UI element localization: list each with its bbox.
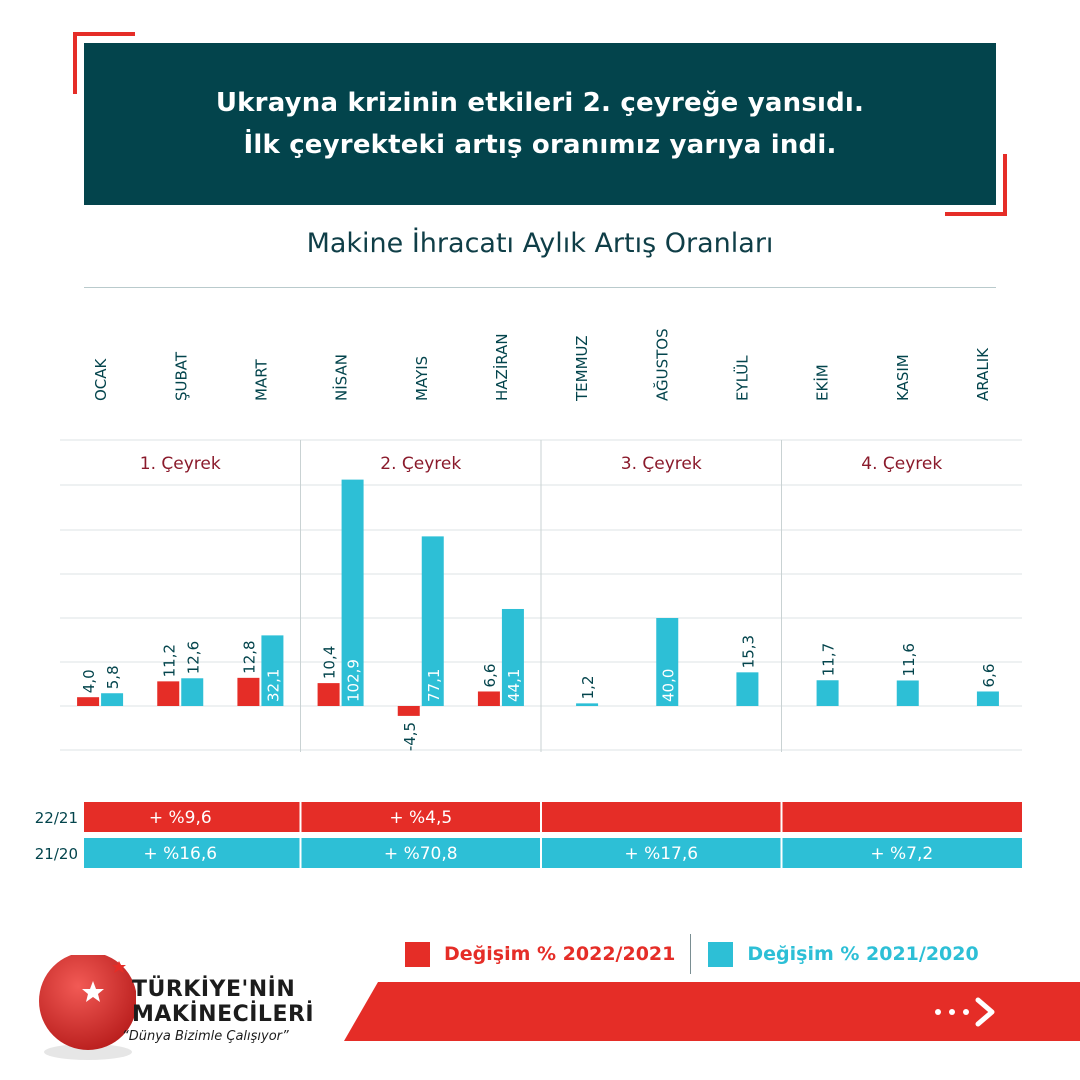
legend-swatch-red	[405, 941, 430, 967]
summary-cell	[301, 838, 540, 868]
legend-item-2022-2021: Değişim % 2022/2021	[405, 941, 676, 967]
bar-2022-2021	[77, 697, 100, 706]
title-divider	[84, 287, 996, 288]
month-label: OCAK	[92, 357, 110, 401]
chart-title: Makine İhracatı Aylık Artış Oranları	[306, 228, 774, 259]
summary-value: + %4,5	[389, 808, 452, 828]
data-label-2021-2020: 32,1	[264, 669, 282, 702]
summary-cell	[542, 838, 781, 868]
legend-divider	[690, 934, 692, 974]
month-label: NİSAN	[332, 354, 351, 401]
data-label-2021-2020: 12,6	[184, 641, 202, 674]
bar-2021-2020	[101, 693, 124, 706]
bar-2022-2021	[317, 683, 340, 706]
data-label-2022-2021: 6,6	[481, 664, 499, 688]
summary-row-label: 21/20	[35, 845, 78, 863]
bar-2021-2020	[576, 703, 599, 706]
month-label: ŞUBAT	[172, 351, 190, 401]
star-crescent-icon	[39, 955, 136, 1060]
data-label-2021-2020: 102,9	[345, 659, 363, 702]
logo-slogan: “Dünya Bizimle Çalışıyor”	[122, 1029, 289, 1044]
quarter-label: 3. Çeyrek	[621, 454, 702, 474]
data-label-2021-2020: 1,2	[579, 676, 597, 700]
summary-row-label: 22/21	[35, 809, 78, 827]
bar-2021-2020	[501, 608, 524, 706]
summary-cell	[782, 838, 1022, 868]
month-label: MAYIS	[413, 356, 431, 401]
bar-2021-2020	[261, 635, 284, 706]
bar-2021-2020	[976, 691, 999, 706]
data-label-2021-2020: 5,8	[104, 665, 122, 689]
corner-accent-bottom-right	[945, 212, 1007, 216]
data-label-2021-2020: 77,1	[425, 669, 443, 702]
quarter-label: 4. Çeyrek	[861, 454, 942, 474]
summary-value: + %9,6	[149, 808, 212, 828]
legend-item-2021-2020: Değişim % 2021/2020	[708, 941, 979, 967]
month-label: EKİM	[813, 364, 832, 401]
bar-2021-2020	[421, 536, 444, 706]
data-label-2021-2020: 15,3	[739, 635, 757, 668]
summary-value: + %70,8	[384, 844, 458, 864]
summary-cell	[84, 802, 300, 832]
quarter-label: 2. Çeyrek	[380, 454, 461, 474]
bar-2022-2021	[477, 691, 500, 706]
bar-2022-2021	[397, 706, 420, 716]
summary-cell	[542, 802, 781, 832]
bar-chart: 1. Çeyrek 2. Çeyrek 3. Çeyrek 4. Çeyrek OCAK…	[35, 328, 1022, 868]
quarter-label: 1. Çeyrek	[140, 454, 221, 474]
header-line-2: İlk çeyrekteki artış oranımız yarıya ind…	[243, 130, 837, 160]
legend-label-2022-2021: Değişim % 2022/2021	[444, 943, 676, 965]
logo: TÜRKİYE'NİN MAKİNECİLERİ “Dünya Bizimle …	[36, 955, 336, 1065]
corner-accent-top-left	[73, 32, 135, 36]
summary-value: + %7,2	[870, 844, 933, 864]
summary-cell	[301, 802, 540, 832]
corner-accent-top-left-vertical	[73, 32, 77, 94]
logo-title-line-1: TÜRKİYE'NİN	[132, 977, 296, 1002]
header-line-1: Ukrayna krizinin etkileri 2. çeyreğe yan…	[215, 88, 865, 118]
bar-2021-2020	[181, 678, 204, 706]
data-label-2021-2020: 11,6	[900, 643, 918, 676]
month-label: ARALIK	[974, 347, 992, 401]
data-label-2021-2020: 40,0	[659, 669, 677, 702]
summary-cell	[84, 838, 300, 868]
data-label-2022-2021: 10,4	[321, 646, 339, 679]
bar-2022-2021	[157, 681, 180, 706]
bar-2021-2020	[816, 680, 839, 706]
data-label-2022-2021: 11,2	[160, 644, 178, 677]
bar-2021-2020	[656, 618, 679, 706]
bar-2021-2020	[341, 479, 364, 706]
bar-2021-2020	[736, 672, 759, 706]
month-label: MART	[252, 358, 270, 401]
summary-value: + %16,6	[143, 844, 217, 864]
legend-swatch-cyan	[708, 941, 734, 967]
logo-title-line-2: MAKİNECİLERİ	[132, 1002, 315, 1027]
month-label: KASIM	[894, 354, 912, 401]
summary-value: + %17,6	[624, 844, 698, 864]
bar-2021-2020	[896, 680, 919, 706]
corner-accent-bottom-right-vertical	[1003, 154, 1007, 216]
data-label-2021-2020: 11,7	[820, 643, 838, 676]
data-label-2021-2020: 6,6	[980, 664, 998, 688]
legend-label-2021-2020: Değişim % 2021/2020	[747, 943, 979, 965]
month-label: AĞUSTOS	[652, 328, 671, 401]
arrow-right-icon[interactable]	[930, 996, 1000, 1028]
summary-cell	[782, 802, 1022, 832]
legend: Değişim % 2022/2021 Değişim % 2021/2020	[405, 934, 979, 974]
header-banner: Ukrayna krizinin etkileri 2. çeyreğe yan…	[84, 43, 996, 205]
month-label: HAZİRAN	[492, 333, 511, 401]
month-label: EYLÜL	[732, 355, 751, 401]
data-label-2022-2021: 12,8	[240, 640, 258, 673]
data-label-2021-2020: 44,1	[505, 669, 523, 702]
bar-2022-2021	[237, 677, 260, 706]
data-label-2022-2021: 4,0	[80, 669, 98, 693]
data-label-2022-2021: -4,5	[401, 722, 419, 751]
month-label: TEMMUZ	[573, 335, 591, 402]
